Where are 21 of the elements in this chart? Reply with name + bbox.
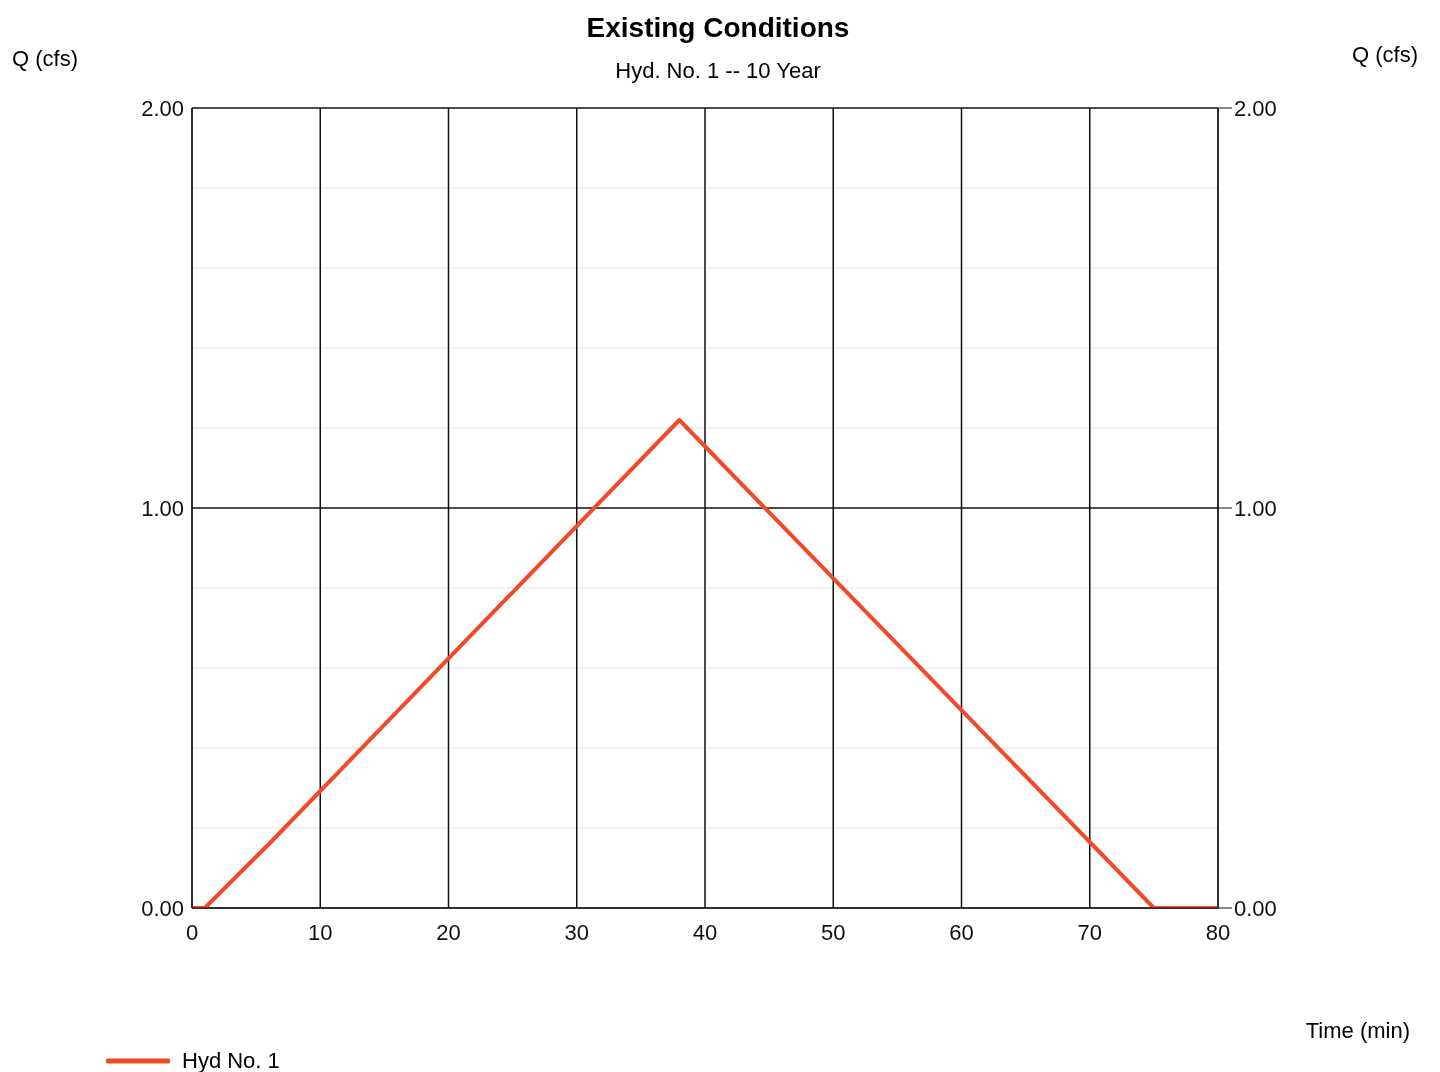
x-tick-label: 80 — [1205, 919, 1231, 945]
x-tick-label: 50 — [821, 919, 846, 945]
x-tick-label: 60 — [949, 919, 974, 945]
y-tick-label: 2.00 — [141, 95, 184, 121]
chart-subtitle: Hyd. No. 1 -- 10 Year — [615, 58, 821, 83]
x-tick-label: 0 — [185, 919, 199, 945]
y-axis-title: Q (cfs) — [12, 46, 78, 72]
x-axis-title: Time (min) — [1305, 1018, 1410, 1044]
y2-tick-label: 2.00 — [1234, 95, 1277, 121]
x-tick-label: 10 — [308, 919, 333, 945]
legend-label: Hyd No. 1 — [182, 1048, 280, 1072]
y2-tick-label: 0.00 — [1234, 895, 1277, 921]
x-tick-label: 70 — [1077, 919, 1102, 945]
y2-tick-label: 1.00 — [1234, 495, 1277, 521]
x-tick-label: 30 — [564, 919, 589, 945]
y-tick-label: 1.00 — [141, 495, 184, 521]
x-tick-label: 20 — [436, 919, 461, 945]
chart-title: Existing Conditions — [586, 12, 850, 43]
x-tick-label: 40 — [692, 919, 718, 945]
y2-axis-title: Q (cfs) — [1352, 42, 1418, 68]
y-tick-label: 0.00 — [141, 895, 184, 921]
